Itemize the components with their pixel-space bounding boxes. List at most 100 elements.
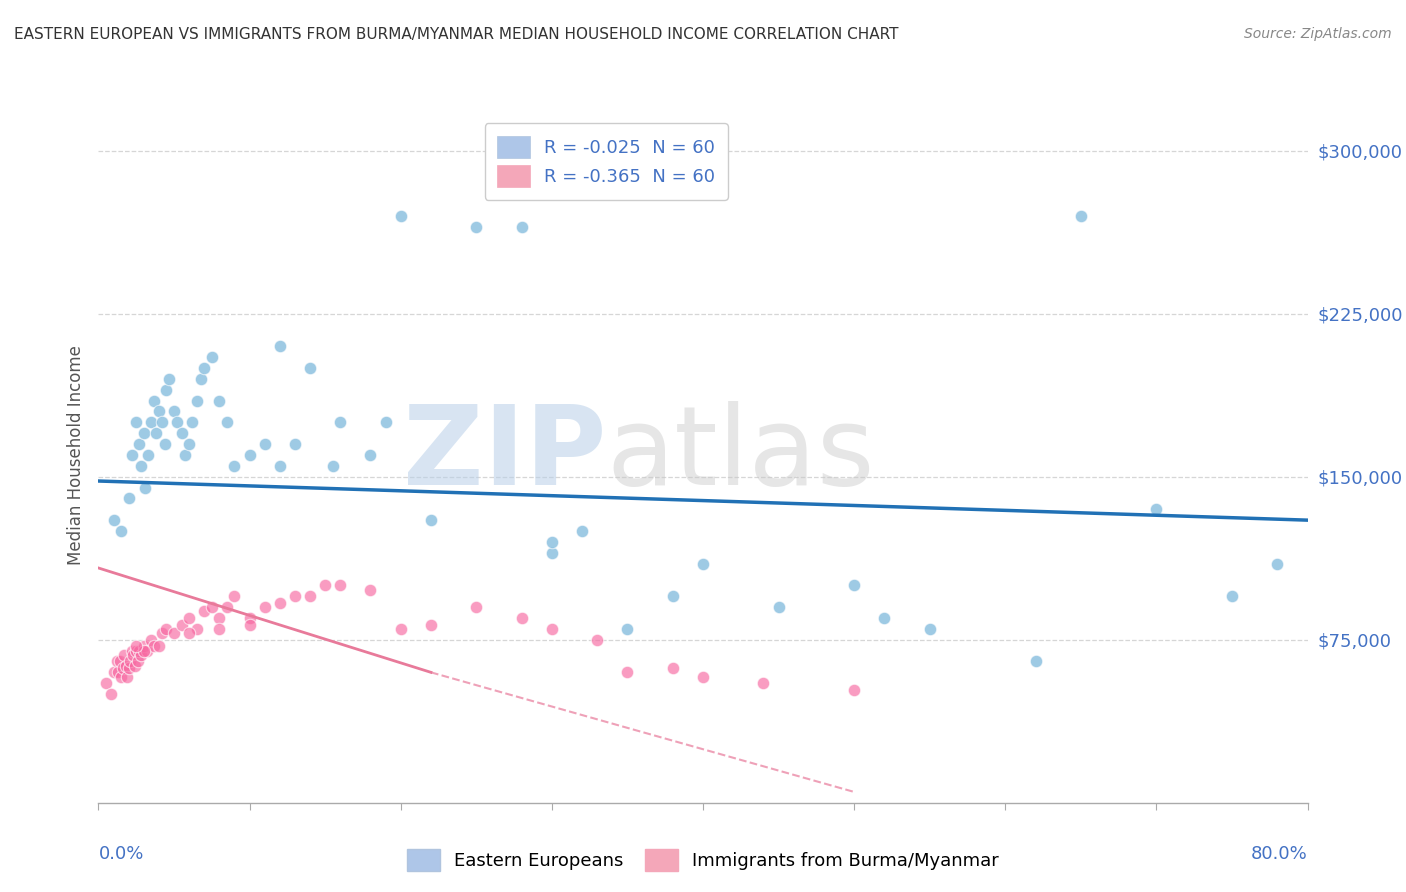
Point [155,383,177,397]
Point [239,617,262,632]
Point [215,600,238,615]
Point [125,643,148,657]
Point [253,437,276,451]
Point [239,448,262,462]
Point [125,415,148,429]
Point [239,611,262,625]
Point [132,639,155,653]
Point [224,458,246,473]
Point [110,670,132,684]
Text: Source: ZipAtlas.com: Source: ZipAtlas.com [1244,27,1392,41]
Point [141,415,163,429]
Point [121,643,143,657]
Point [181,415,204,429]
Point [616,665,638,680]
Point [129,648,152,662]
Point [360,448,382,462]
Point [129,458,152,473]
Point [122,648,145,662]
Point [141,632,163,647]
Point [103,665,125,680]
Point [269,596,291,610]
Point [215,415,238,429]
Point [329,415,352,429]
Point [1144,502,1167,516]
Text: ZIP: ZIP [404,401,606,508]
Point [124,658,146,673]
Point [155,622,177,636]
Point [132,426,155,441]
Point [1220,589,1243,603]
Point [128,643,150,657]
Point [284,437,307,451]
Legend: Eastern Europeans, Immigrants from Burma/Myanmar: Eastern Europeans, Immigrants from Burma… [399,842,1007,879]
Point [586,632,609,647]
Point [108,655,131,669]
Point [186,622,208,636]
Point [419,513,441,527]
Point [128,437,150,451]
Point [616,622,638,636]
Point [170,617,193,632]
Point [510,611,533,625]
Point [465,219,488,234]
Point [114,658,136,673]
Text: EASTERN EUROPEAN VS IMMIGRANTS FROM BURMA/MYANMAR MEDIAN HOUSEHOLD INCOME CORREL: EASTERN EUROPEAN VS IMMIGRANTS FROM BURM… [14,27,898,42]
Point [768,600,790,615]
Point [510,219,533,234]
Y-axis label: Median Household Income: Median Household Income [66,345,84,565]
Point [1070,209,1092,223]
Point [269,339,291,353]
Point [224,589,246,603]
Point [150,626,173,640]
Point [103,513,125,527]
Point [148,639,170,653]
Point [107,665,129,680]
Point [692,557,714,571]
Point [136,448,159,462]
Point [118,491,141,506]
Point [299,589,322,603]
Point [105,655,128,669]
Point [173,448,195,462]
Point [163,626,186,640]
Point [120,655,142,669]
Point [134,481,156,495]
Point [153,437,176,451]
Point [208,622,231,636]
Point [159,372,181,386]
Point [389,622,412,636]
Point [115,670,138,684]
Point [844,578,866,592]
Point [208,611,231,625]
Point [374,415,396,429]
Point [201,600,224,615]
Point [540,622,562,636]
Point [110,524,132,538]
Point [360,582,382,597]
Text: 0.0%: 0.0% [98,845,143,863]
Point [1024,655,1046,669]
Point [177,437,201,451]
Point [143,639,166,653]
Point [465,600,488,615]
Point [329,578,352,592]
Point [100,687,122,701]
Point [125,639,148,653]
Point [540,535,562,549]
Point [177,611,201,625]
Point [190,372,212,386]
Point [132,643,155,657]
Point [571,524,593,538]
Point [844,682,866,697]
Point [135,643,157,657]
Point [752,676,775,690]
Point [661,661,683,675]
Point [112,648,135,662]
Point [143,393,166,408]
Point [299,361,322,376]
Point [193,605,215,619]
Point [661,589,683,603]
Point [201,350,224,364]
Point [918,622,941,636]
